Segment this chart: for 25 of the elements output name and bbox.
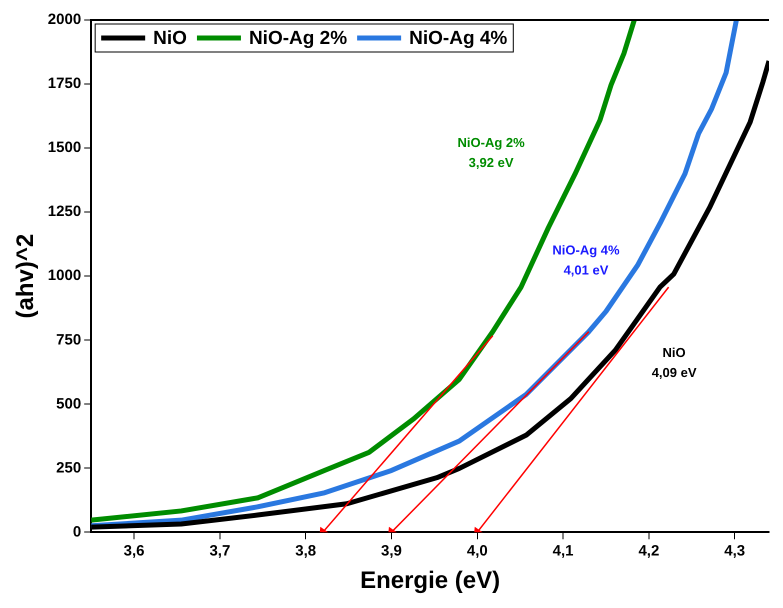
legend-label: NiO-Ag 4%: [409, 28, 508, 50]
legend-label: NiO: [153, 28, 187, 50]
legend-label: NiO-Ag 2%: [248, 28, 348, 50]
y-tick-label: 500: [56, 395, 82, 412]
x-tick-label: 4,1: [552, 542, 574, 560]
x-tick-label: 4,0: [466, 542, 488, 560]
y-tick-label: 1750: [48, 75, 82, 92]
y-tick-label: 750: [56, 331, 82, 348]
annotation: NiO-Ag 2% 3,92 eV: [458, 134, 526, 170]
annotation: NiO-Ag 4% 4,01 eV: [552, 242, 620, 278]
x-tick-label: 3,8: [295, 542, 316, 560]
y-tick-label: 250: [56, 459, 82, 476]
y-tick-label: 2000: [48, 11, 82, 28]
y-tick-label: 1500: [48, 139, 82, 156]
y-tick-label: 1250: [48, 203, 82, 220]
y-axis-title: (ahv)^2: [12, 234, 40, 318]
y-tick-label: 0: [72, 523, 82, 540]
x-axis-title: Energie (eV): [360, 567, 500, 594]
x-tick-label: 3,6: [124, 542, 144, 560]
x-tick-label: 3,7: [209, 542, 230, 560]
x-tick-label: 3,9: [381, 542, 402, 560]
annotation: NiO 4,09 eV: [652, 344, 697, 380]
y-tick-label: 1000: [48, 267, 82, 284]
x-tick-label: 4,3: [724, 542, 746, 560]
x-tick-label: 4,2: [638, 542, 660, 560]
